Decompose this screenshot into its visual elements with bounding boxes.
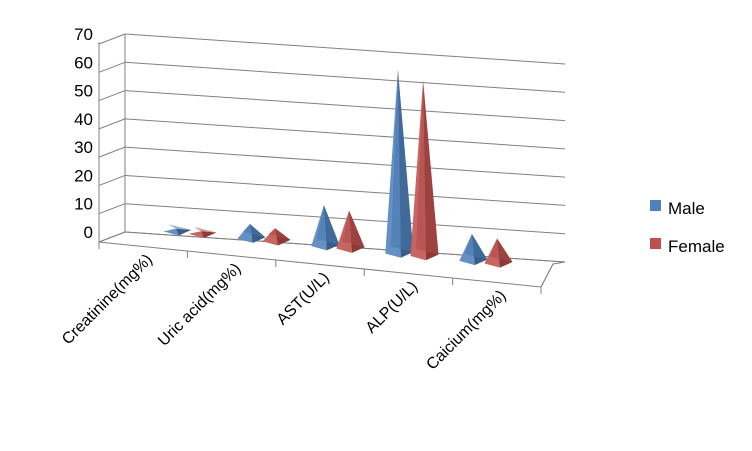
pyramid-male-3	[385, 69, 414, 258]
legend-label-female: Female	[668, 237, 725, 256]
bars	[163, 69, 513, 268]
ytick-label: 20	[74, 166, 93, 185]
gridline-10	[124, 203, 566, 235]
pyramid-female-1	[262, 228, 291, 246]
legend-label-male: Male	[668, 199, 705, 218]
category-label: Caicium(mg%)	[423, 287, 509, 373]
pyramid-female-4	[484, 238, 513, 268]
pyramid-face	[268, 228, 291, 240]
category-label: Uric acid(mg%)	[155, 260, 244, 349]
side-gridline-50	[98, 90, 126, 102]
category-label: ALP(U/L)	[363, 278, 422, 337]
pyramid-face	[464, 234, 488, 260]
pyramid-face	[316, 205, 340, 245]
side-gridline-20	[98, 174, 126, 186]
gridline-30	[124, 146, 566, 178]
side-gridline-60	[98, 61, 126, 73]
pyramid-face	[168, 224, 192, 230]
floor	[98, 231, 566, 288]
pyramid-male-2	[311, 205, 340, 251]
ytick-label: 10	[74, 195, 93, 214]
side-gridline-40	[98, 118, 126, 130]
pyramid-face	[416, 80, 439, 255]
pyramid-male-1	[237, 224, 266, 243]
ytick-label: 70	[74, 25, 93, 44]
gridline-40	[124, 118, 566, 150]
gridline-50	[124, 90, 566, 122]
side-gridline-30	[98, 146, 126, 158]
pyramid-face	[194, 226, 217, 233]
legend: Male Female	[650, 199, 725, 256]
pyramid-face	[188, 231, 204, 239]
pyramid-face	[242, 224, 266, 238]
pyramid-female-2	[336, 210, 365, 253]
pyramid-face	[390, 69, 414, 253]
ytick-label: 30	[74, 138, 93, 157]
pyramid-male-0	[163, 224, 192, 236]
pyramid-female-0	[188, 226, 217, 239]
ytick-label: 40	[74, 110, 93, 129]
legend-swatch-male	[650, 200, 661, 211]
legend-swatch-female	[650, 238, 661, 249]
category-label: Creatinine(mg%)	[59, 251, 156, 348]
pyramid-face	[163, 228, 179, 236]
ytick-label: 50	[74, 82, 93, 101]
pyramid-male-4	[459, 234, 488, 266]
ytick-label: 60	[74, 53, 93, 72]
y-axis-ticks: 0 10 20 30 40 50 60 70	[74, 25, 93, 242]
gridlines	[98, 33, 566, 288]
pyramid-face	[175, 228, 192, 236]
ytick-label: 0	[84, 223, 93, 242]
side-gridline-70	[98, 33, 126, 45]
gridline-60	[124, 61, 566, 93]
gridline-20	[124, 174, 566, 206]
gridline-70	[124, 33, 566, 65]
floor-right-edge	[540, 263, 554, 288]
category-label: AST(U/L)	[274, 269, 333, 328]
pyramid-face	[490, 238, 513, 263]
pyramid-face	[342, 210, 365, 248]
side-gridline-10	[98, 203, 126, 215]
pyramid-female-3	[410, 80, 439, 261]
pyramid-face	[201, 231, 217, 239]
